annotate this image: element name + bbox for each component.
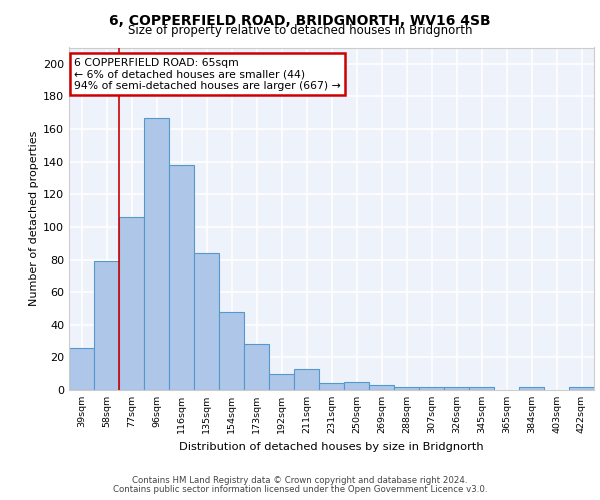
Bar <box>469 386 494 390</box>
Text: Contains public sector information licensed under the Open Government Licence v3: Contains public sector information licen… <box>113 485 487 494</box>
Bar <box>419 386 444 390</box>
Text: Contains HM Land Registry data © Crown copyright and database right 2024.: Contains HM Land Registry data © Crown c… <box>132 476 468 485</box>
Y-axis label: Number of detached properties: Number of detached properties <box>29 131 39 306</box>
Bar <box>119 217 144 390</box>
Text: 6 COPPERFIELD ROAD: 65sqm
← 6% of detached houses are smaller (44)
94% of semi-d: 6 COPPERFIELD ROAD: 65sqm ← 6% of detach… <box>74 58 341 91</box>
Bar <box>244 344 269 390</box>
Bar <box>519 386 544 390</box>
Bar <box>344 382 369 390</box>
Bar <box>444 386 469 390</box>
Bar <box>169 165 194 390</box>
Bar <box>94 261 119 390</box>
Bar <box>144 118 169 390</box>
Bar <box>294 369 319 390</box>
Bar <box>69 348 94 390</box>
Bar <box>269 374 294 390</box>
Bar <box>569 386 594 390</box>
Bar <box>394 386 419 390</box>
Bar <box>369 385 394 390</box>
Bar <box>194 253 219 390</box>
Text: 6, COPPERFIELD ROAD, BRIDGNORTH, WV16 4SB: 6, COPPERFIELD ROAD, BRIDGNORTH, WV16 4S… <box>109 14 491 28</box>
Text: Size of property relative to detached houses in Bridgnorth: Size of property relative to detached ho… <box>128 24 472 37</box>
Bar <box>319 384 344 390</box>
X-axis label: Distribution of detached houses by size in Bridgnorth: Distribution of detached houses by size … <box>179 442 484 452</box>
Bar <box>219 312 244 390</box>
